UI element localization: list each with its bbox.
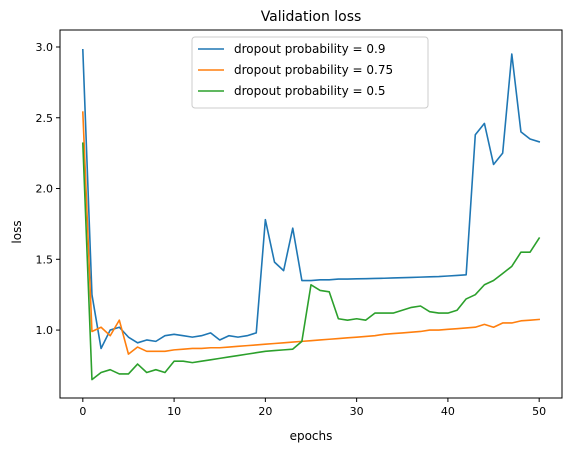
- x-tick-label: 30: [350, 405, 364, 418]
- y-axis-label: loss: [10, 220, 24, 243]
- y-tick-label: 1.5: [36, 253, 54, 266]
- y-tick-label: 2.0: [36, 183, 54, 196]
- series-line-2: [81, 142, 541, 381]
- legend-label-2: dropout probability = 0.5: [234, 84, 386, 98]
- chart-title: Validation loss: [261, 9, 362, 25]
- legend: dropout probability = 0.9 dropout probabi…: [191, 36, 429, 109]
- x-tick-label: 20: [258, 405, 272, 418]
- y-tick-label: 1.0: [36, 324, 54, 337]
- x-tick-label: 10: [167, 405, 181, 418]
- y-tick-label: 3.0: [36, 41, 54, 54]
- series-line-0: [81, 48, 541, 350]
- x-axis-label: epochs: [290, 429, 333, 443]
- legend-label-0: dropout probability = 0.9: [234, 42, 386, 56]
- x-tick-label: 40: [441, 405, 455, 418]
- plot-frame: [59, 29, 563, 399]
- x-tick-label: 50: [532, 405, 546, 418]
- legend-box: [191, 36, 429, 109]
- legend-label-1: dropout probability = 0.75: [234, 63, 393, 77]
- y-tick-label: 2.5: [36, 112, 54, 125]
- x-tick-label: 0: [79, 405, 86, 418]
- series-line-1: [81, 111, 541, 355]
